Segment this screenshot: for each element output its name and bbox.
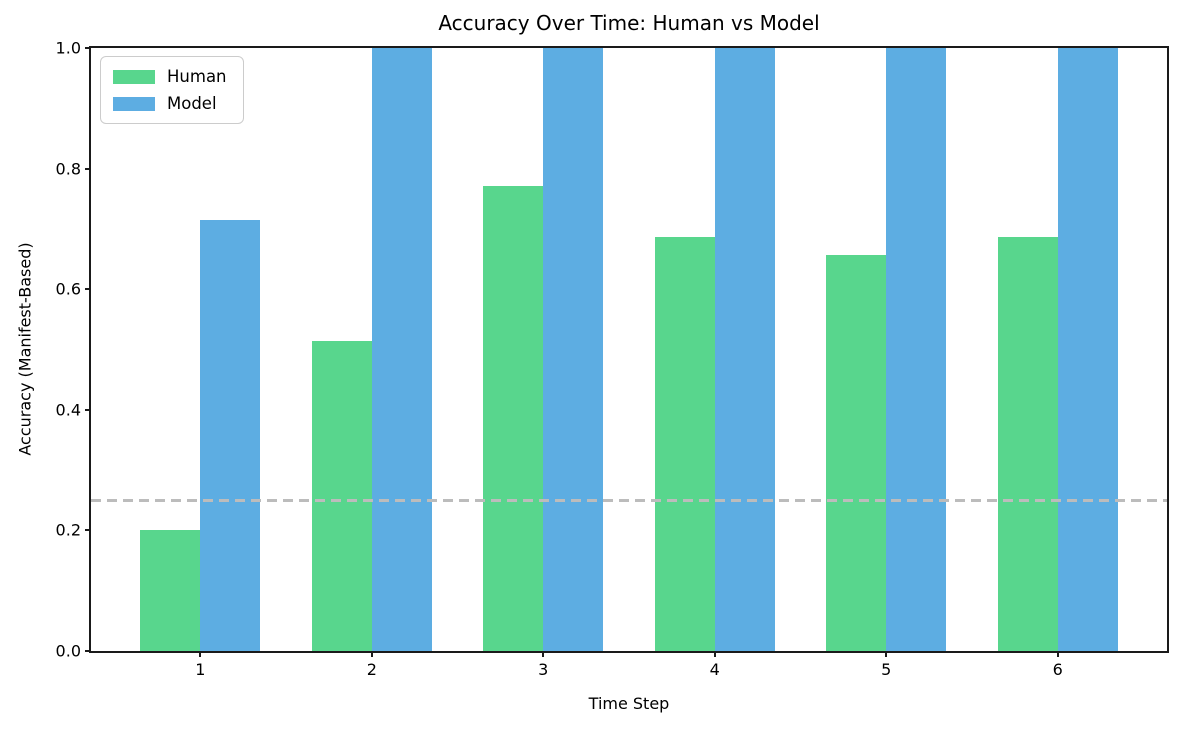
bar-human-5 bbox=[826, 254, 887, 651]
chart-title: Accuracy Over Time: Human vs Model bbox=[438, 11, 820, 35]
bar-human-2 bbox=[311, 341, 372, 651]
x-tick-label: 3 bbox=[538, 660, 549, 679]
bar-human-6 bbox=[997, 237, 1058, 651]
x-tick-label: 6 bbox=[1052, 660, 1063, 679]
bar-human-4 bbox=[654, 237, 715, 651]
bar-model-2 bbox=[371, 48, 432, 651]
legend-entry-human: Human bbox=[113, 67, 227, 86]
y-axis-label: Accuracy (Manifest-Based) bbox=[15, 242, 35, 456]
x-tick-mark bbox=[542, 651, 545, 657]
bar-model-3 bbox=[543, 48, 604, 651]
x-tick-label: 2 bbox=[366, 660, 377, 679]
y-tick-mark bbox=[85, 167, 91, 170]
y-tick-label: 0.2 bbox=[55, 520, 81, 540]
x-axis-label: Time Step bbox=[588, 694, 670, 713]
chance-reference-line bbox=[91, 498, 1167, 502]
model-series-swatch bbox=[113, 96, 155, 111]
y-tick-mark bbox=[85, 529, 91, 532]
human-series-swatch bbox=[113, 69, 155, 84]
y-tick-mark bbox=[85, 288, 91, 291]
y-tick-mark bbox=[85, 650, 91, 652]
x-tick-mark bbox=[199, 651, 202, 657]
x-tick-label: 5 bbox=[881, 660, 892, 679]
y-tick-mark bbox=[85, 408, 91, 411]
y-tick-label: 0.0 bbox=[55, 641, 81, 661]
y-tick-label: 0.8 bbox=[55, 159, 81, 179]
x-tick-mark bbox=[713, 651, 716, 657]
x-tick-mark bbox=[1056, 651, 1059, 657]
legend: Human Model bbox=[100, 56, 244, 124]
y-tick-label: 0.4 bbox=[55, 400, 81, 420]
x-tick-label: 1 bbox=[195, 660, 206, 679]
x-tick-label: 4 bbox=[709, 660, 720, 679]
legend-label-model: Model bbox=[167, 94, 217, 113]
y-tick-label: 0.6 bbox=[55, 279, 81, 299]
bar-model-5 bbox=[886, 48, 947, 651]
y-tick-mark bbox=[85, 47, 91, 49]
legend-entry-model: Model bbox=[113, 94, 227, 113]
plot-area: Human Model 0.0 0.2 0.4 0.6 0.8 1.0 1 2 3 4 5 6 bbox=[56, 39, 1169, 679]
bar-model-4 bbox=[714, 48, 775, 651]
x-tick-mark bbox=[885, 651, 888, 657]
y-tick-label: 1.0 bbox=[55, 38, 81, 58]
bar-human-3 bbox=[483, 186, 544, 651]
legend-label-human: Human bbox=[167, 67, 227, 86]
bar-model-1 bbox=[200, 220, 261, 651]
bar-human-1 bbox=[140, 530, 201, 651]
bar-model-6 bbox=[1057, 48, 1118, 651]
x-tick-mark bbox=[370, 651, 373, 657]
